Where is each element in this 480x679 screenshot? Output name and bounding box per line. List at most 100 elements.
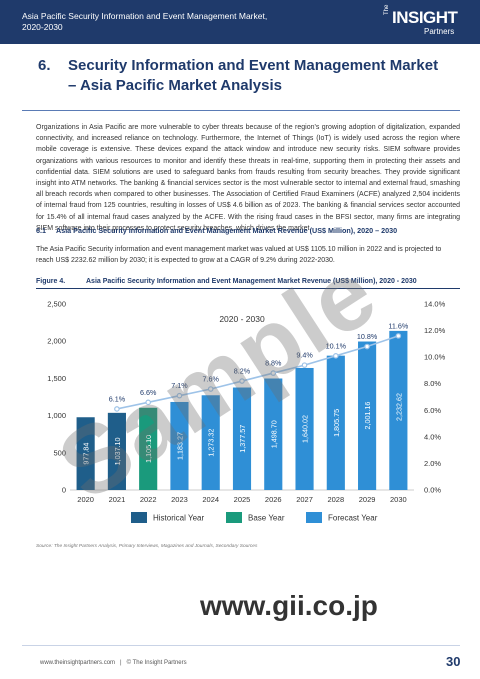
body-paragraph: Organizations in Asia Pacific are more v… [36, 124, 460, 232]
bar-value-label: 977.84 [82, 443, 91, 465]
growth-label: 6.6% [140, 388, 157, 397]
growth-label: 8.2% [234, 367, 251, 376]
growth-point [114, 406, 120, 412]
y-right-tick-label: 2.0% [424, 459, 441, 468]
footer-website[interactable]: www.theinsightpartners.com [40, 660, 116, 666]
bar-value-label: 2,001.16 [363, 402, 372, 430]
gii-url: www.gii.co.jp [200, 590, 378, 621]
y-left-tick-label: 500 [53, 448, 66, 457]
x-tick-label: 2021 [109, 495, 126, 504]
y-left-tick-label: 0 [62, 486, 66, 495]
page-number: 30 [446, 654, 461, 669]
bar-2022 [139, 407, 158, 490]
y-left-tick-label: 2,500 [47, 300, 66, 309]
insight-partners-logo: The INSIGHT Partners [384, 4, 466, 37]
growth-label-bg [262, 358, 284, 369]
x-tick-label: 2022 [140, 495, 157, 504]
bar-2024 [201, 395, 220, 490]
bar-value-label: 1,377.57 [238, 425, 247, 453]
figure-rule [36, 288, 460, 289]
legend-label-forecast: Forecast Year [328, 514, 378, 523]
growth-point [176, 392, 183, 399]
growth-label-bg [385, 320, 411, 331]
bar-2023 [170, 401, 189, 490]
report-title: Asia Pacific Security Information and Ev… [22, 11, 268, 32]
section-title: Security Information and Event Managemen… [68, 57, 439, 94]
bar-value-label: 1,640.02 [301, 415, 310, 443]
figure-number: Figure 4. [36, 278, 66, 285]
growth-label: 10.8% [357, 332, 378, 341]
y-right-tick-label: 8.0% [424, 379, 441, 388]
growth-label: 9.4% [296, 351, 313, 360]
legend-label-base: Base Year [248, 514, 285, 523]
y-right-tick-label: 4.0% [424, 432, 441, 441]
x-tick-label: 2025 [234, 495, 251, 504]
header-bar: Asia Pacific Security Information and Ev… [0, 0, 480, 44]
figure-title: Asia Pacific Security Information and Ev… [86, 278, 417, 285]
bar-value-label: 1,498.70 [269, 420, 278, 448]
growth-label-bg [294, 350, 315, 361]
x-tick-label: 2027 [296, 495, 313, 504]
footer-separator: | [120, 660, 122, 666]
subsection-title: Asia Pacific Security Information and Ev… [56, 226, 398, 235]
y-right-tick-label: 0.0% [424, 486, 441, 495]
bar-2027 [295, 367, 314, 490]
growth-label-bg [169, 380, 190, 391]
growth-label: 11.6% [388, 321, 408, 330]
growth-point [333, 353, 339, 359]
growth-label: 10.1% [326, 341, 347, 350]
footer-copyright: © The Insight Partners [126, 660, 187, 666]
growth-line [116, 335, 399, 410]
x-tick-label: 2028 [327, 495, 344, 504]
y-left-tick-label: 1,000 [47, 411, 66, 420]
bar-value-label: 2,232.62 [394, 393, 403, 421]
x-tick-label: 2020 [77, 495, 94, 504]
growth-point [364, 343, 370, 350]
footer-rule [22, 645, 460, 646]
growth-point [145, 399, 151, 406]
legend-swatch-base [226, 512, 242, 523]
growth-point [301, 362, 308, 368]
growth-label-bg [323, 340, 349, 351]
bar-value-label: 1,805.75 [332, 409, 341, 437]
x-tick-label: 2026 [265, 495, 282, 504]
growth-point [239, 378, 245, 384]
bar-2026 [264, 378, 283, 490]
y-right-tick-label: 14.0% [424, 300, 446, 309]
source-note: Source: The Insight Partners Analysis, P… [36, 544, 258, 549]
growth-point [395, 333, 402, 339]
bar-2028 [326, 355, 345, 490]
revenue-chart: 0 500 1,000 1,500 2,000 2,500 0.0% 2.0% 4.0% 6.0%… [47, 300, 446, 523]
growth-label-bg [231, 366, 253, 377]
bar-value-label: 1,273.32 [207, 429, 216, 457]
growth-point [270, 370, 277, 376]
bar-value-label: 1,105.10 [144, 435, 153, 463]
growth-label: 6.1% [109, 394, 126, 403]
summary-paragraph: The Asia Pacific Security information an… [36, 246, 442, 265]
x-tick-label: 2024 [202, 495, 219, 504]
x-tick-label: 2023 [171, 495, 188, 504]
growth-label-bg [106, 393, 128, 404]
x-tick-label: 2030 [390, 495, 407, 504]
legend-label-historical: Historical Year [153, 514, 204, 523]
bar-2029 [358, 341, 377, 490]
bar-2030 [389, 323, 408, 490]
legend-swatch-forecast [306, 512, 322, 523]
section-number: 6. [38, 57, 51, 74]
chart-title: 2020 - 2030 [219, 314, 265, 324]
bar-2025 [232, 387, 252, 490]
legend-swatch-historical [131, 512, 147, 523]
footer: www.theinsightpartners.com | © The Insight… [40, 660, 187, 666]
y-right-tick-label: 6.0% [424, 406, 441, 415]
growth-label: 7.6% [203, 375, 220, 384]
growth-label-bg [137, 387, 159, 398]
growth-point [207, 386, 214, 392]
logo-the: The [384, 4, 390, 15]
section-divider [22, 110, 460, 111]
y-right-tick-label: 12.0% [424, 326, 446, 335]
growth-label: 8.8% [265, 359, 282, 368]
growth-label: 7.1% [171, 381, 188, 390]
bar-value-label: 1,037.10 [113, 437, 122, 465]
logo-name: INSIGHT [392, 8, 458, 27]
growth-label-bg [200, 374, 222, 385]
